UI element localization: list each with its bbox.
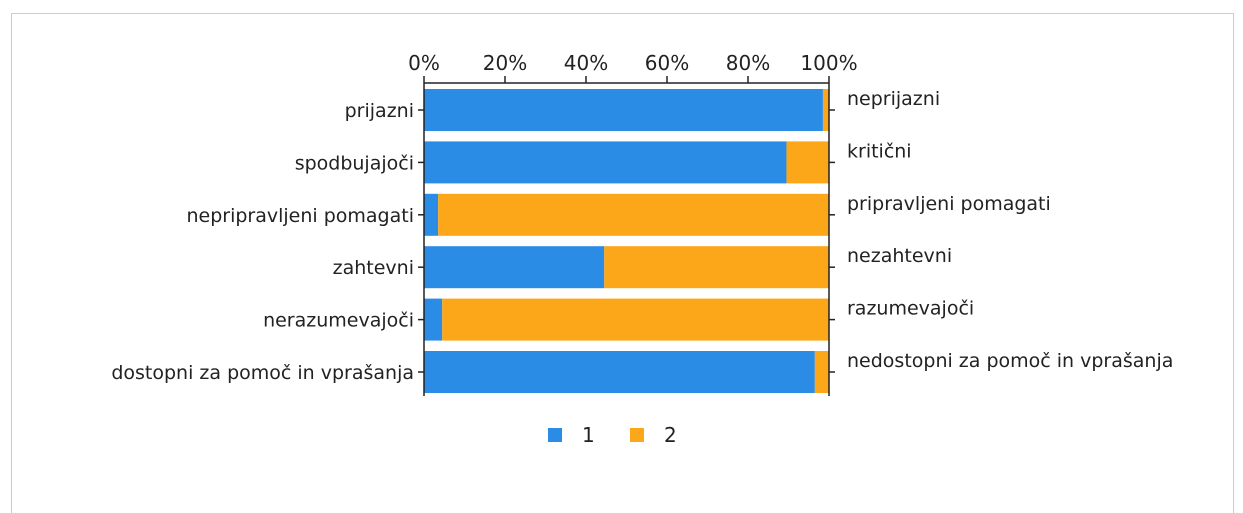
bar-series1-row4: [424, 298, 443, 341]
left-category-label: prijazni: [345, 100, 414, 122]
right-category-label: nedostopni za pomoč in vprašanja: [847, 350, 1173, 372]
x-tick-label: 60%: [645, 51, 689, 75]
bar-series1-row2: [424, 193, 439, 236]
right-category-label: kritični: [847, 140, 912, 162]
bar-series2-row5: [814, 351, 829, 393]
legend-swatch-2: [630, 428, 644, 442]
bar-series2-row3: [604, 246, 829, 289]
left-category-label: zahtevni: [333, 257, 414, 279]
bar-series1-row3: [424, 246, 605, 289]
x-tick-label: 0%: [408, 51, 440, 75]
x-tick-label: 100%: [800, 51, 857, 75]
bar-series1-row5: [424, 351, 815, 393]
legend-label-2: 2: [664, 423, 677, 447]
right-category-label: neprijazni: [847, 88, 940, 110]
bar-series2-row4: [442, 298, 829, 341]
right-category-label: nezahtevni: [847, 245, 952, 267]
left-category-label: dostopni za pomoč in vprašanja: [111, 362, 414, 384]
bar-series2-row0: [822, 89, 829, 131]
bar-series2-row2: [438, 193, 829, 236]
x-tick-label: 80%: [726, 51, 770, 75]
bar-series1-row1: [424, 141, 787, 184]
bar-series2-row1: [786, 141, 829, 184]
legend-label-1: 1: [582, 423, 595, 447]
left-category-label: nerazumevajoči: [263, 310, 414, 332]
right-category-label: pripravljeni pomagati: [847, 193, 1051, 215]
left-category-label: nepripravljeni pomagati: [186, 205, 414, 227]
right-category-label: razumevajoči: [847, 298, 974, 320]
x-tick-label: 40%: [564, 51, 608, 75]
left-category-label: spodbujajoči: [295, 152, 414, 174]
bar-series1-row0: [424, 89, 823, 131]
legend-swatch-1: [548, 428, 562, 442]
x-tick-label: 20%: [483, 51, 527, 75]
